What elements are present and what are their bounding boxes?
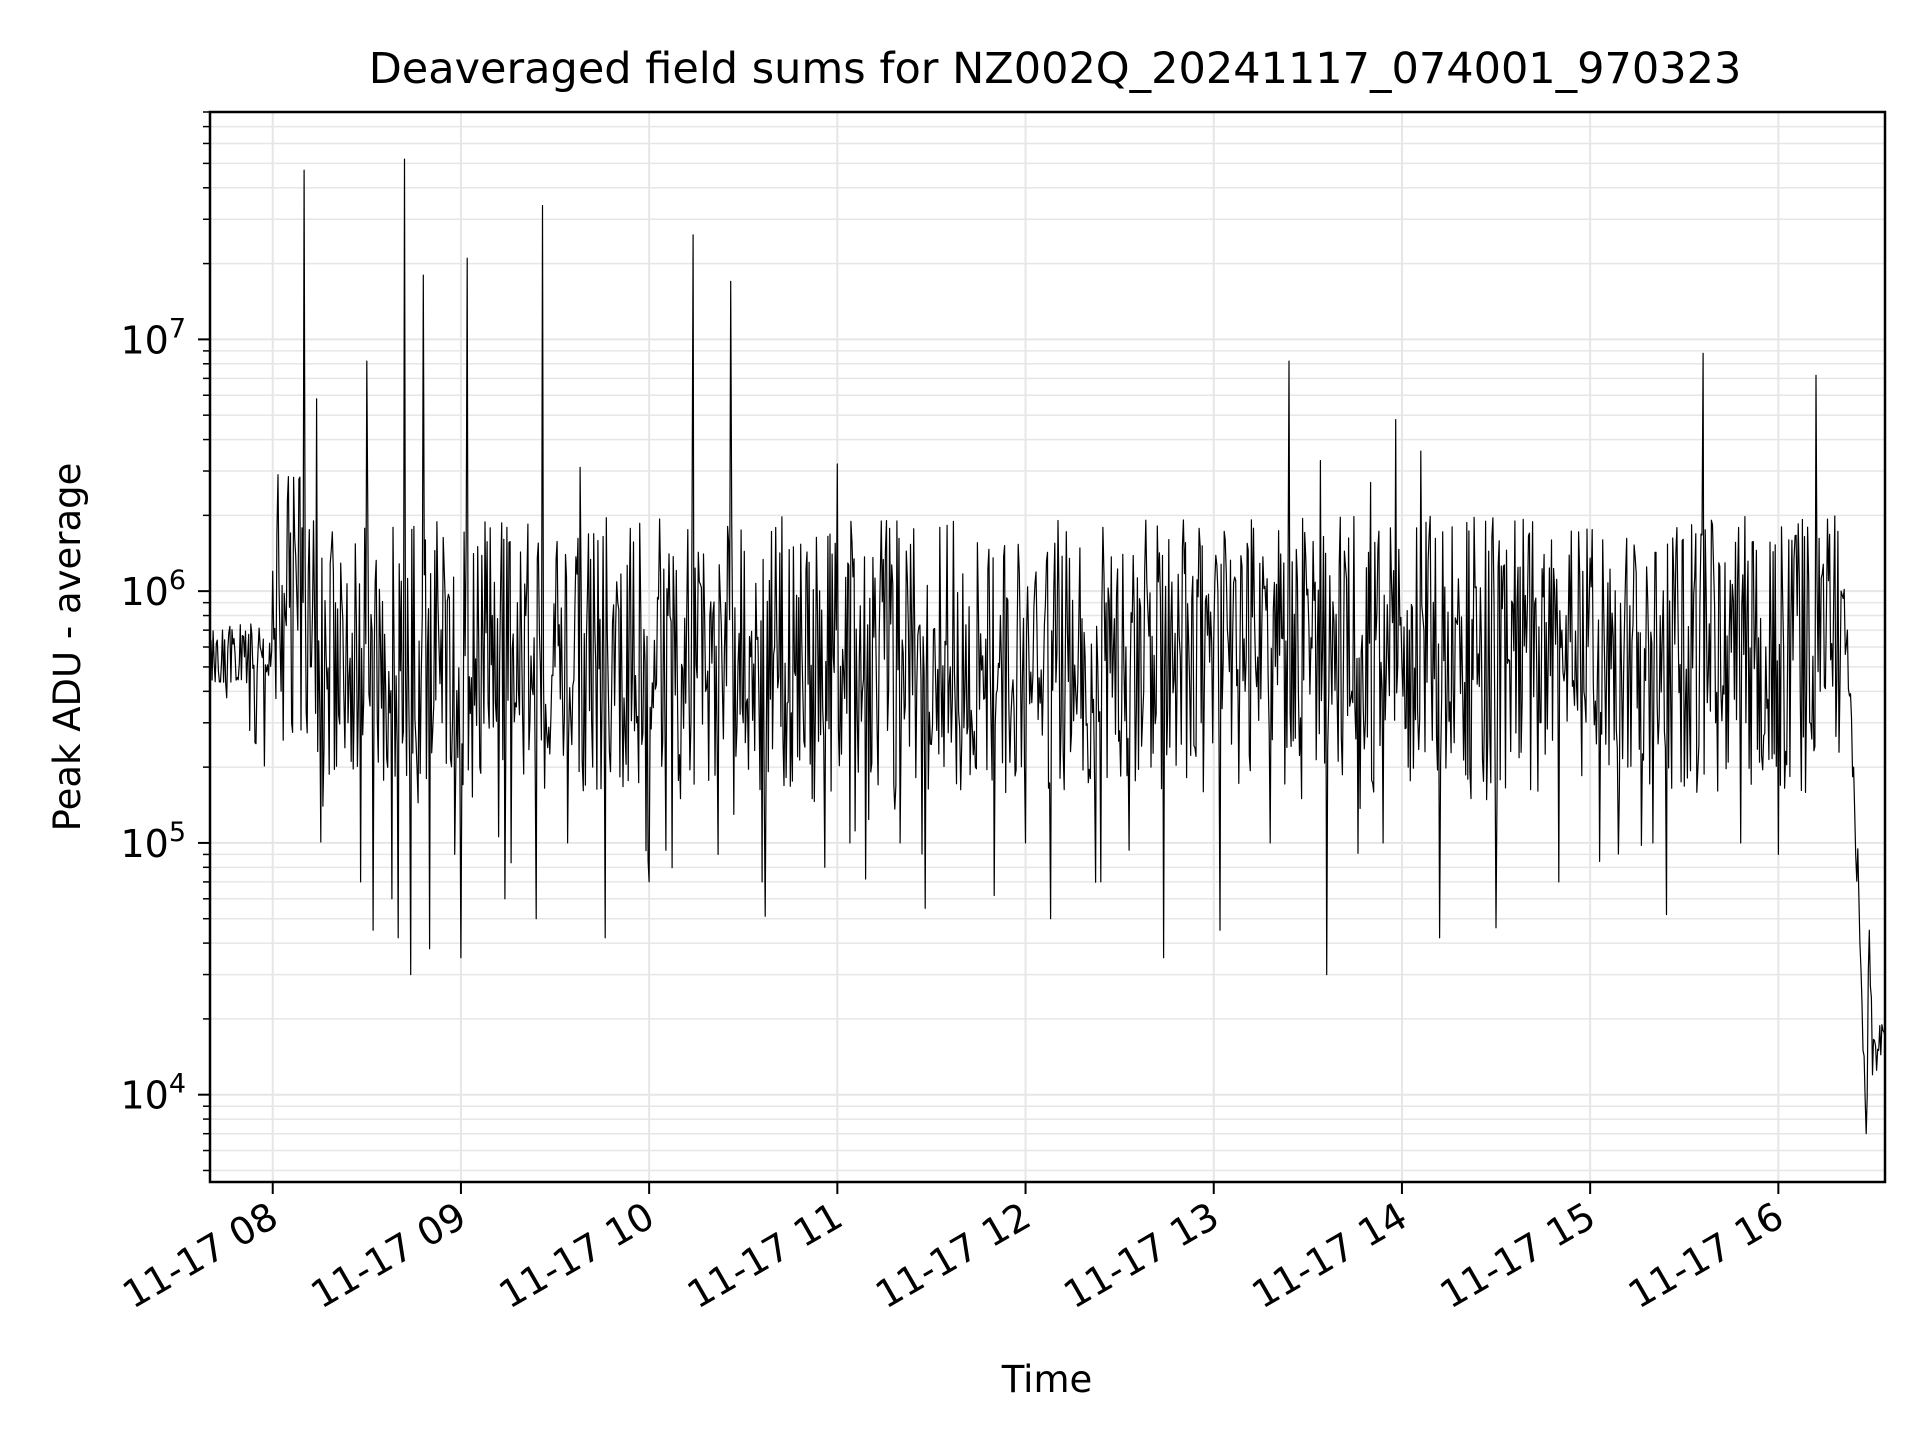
chart-title: Deaveraged field sums for NZ002Q_2024111…	[369, 44, 1742, 94]
major-gridlines	[210, 112, 1885, 1182]
y-tick-label: 106	[120, 565, 186, 614]
y-tick-label: 105	[120, 817, 186, 866]
y-axis-ticks: 104 105 106 107	[120, 111, 210, 1172]
series-line-0	[209, 158, 1886, 1135]
x-axis-label: Time	[1001, 1358, 1093, 1401]
y-axis-label: Peak ADU - average	[46, 463, 89, 832]
y-tick-label: 104	[120, 1069, 186, 1118]
y-tick-label: 107	[120, 313, 186, 362]
series-layer	[209, 158, 1886, 1135]
